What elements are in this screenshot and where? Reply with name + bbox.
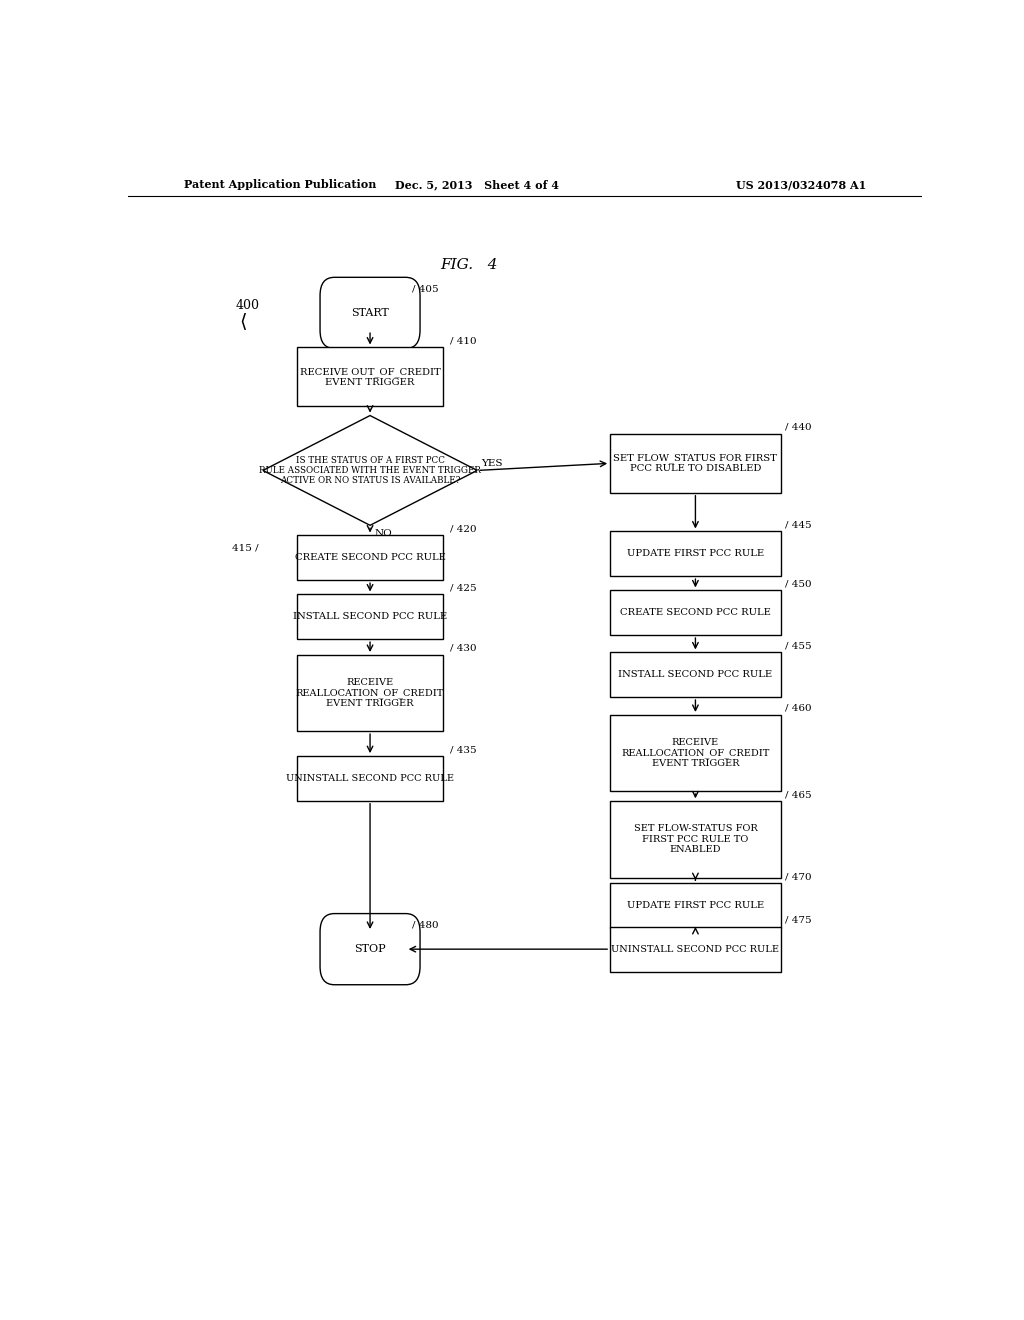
FancyBboxPatch shape (610, 652, 780, 697)
Text: US 2013/0324078 A1: US 2013/0324078 A1 (736, 180, 866, 190)
FancyBboxPatch shape (610, 532, 780, 576)
Text: INSTALL SECOND PCC RULE: INSTALL SECOND PCC RULE (293, 612, 447, 622)
Text: ⟨: ⟨ (240, 312, 247, 330)
Text: / 455: / 455 (784, 642, 811, 651)
Text: / 435: / 435 (450, 744, 476, 754)
FancyBboxPatch shape (297, 655, 443, 731)
Text: UPDATE FIRST PCC RULE: UPDATE FIRST PCC RULE (627, 902, 764, 909)
Text: Patent Application Publication: Patent Application Publication (183, 180, 376, 190)
FancyBboxPatch shape (297, 347, 443, 407)
FancyBboxPatch shape (297, 536, 443, 581)
Text: / 405: / 405 (412, 285, 438, 293)
Text: SET FLOW_STATUS FOR FIRST
PCC RULE TO DISABLED: SET FLOW_STATUS FOR FIRST PCC RULE TO DI… (613, 453, 777, 474)
Text: / 450: / 450 (784, 579, 811, 589)
Text: INSTALL SECOND PCC RULE: INSTALL SECOND PCC RULE (618, 671, 772, 680)
Text: NO: NO (375, 529, 392, 539)
Text: 415 /: 415 / (232, 544, 259, 553)
Text: / 410: / 410 (450, 337, 476, 346)
Text: 400: 400 (236, 300, 259, 313)
Text: RECEIVE
REALLOCATION_OF_CREDIT
EVENT TRIGGER: RECEIVE REALLOCATION_OF_CREDIT EVENT TRI… (622, 738, 770, 768)
Text: / 465: / 465 (784, 791, 811, 799)
Text: RECEIVE
REALLOCATION_OF_CREDIT
EVENT TRIGGER: RECEIVE REALLOCATION_OF_CREDIT EVENT TRI… (296, 677, 444, 709)
Text: SET FLOW-STATUS FOR
FIRST PCC RULE TO
ENABLED: SET FLOW-STATUS FOR FIRST PCC RULE TO EN… (634, 825, 758, 854)
FancyBboxPatch shape (321, 913, 420, 985)
Text: / 480: / 480 (412, 921, 438, 929)
Text: / 425: / 425 (450, 583, 476, 593)
FancyBboxPatch shape (610, 434, 780, 492)
FancyBboxPatch shape (610, 883, 780, 928)
Text: YES: YES (481, 459, 503, 467)
Text: / 460: / 460 (784, 704, 811, 713)
Text: / 440: / 440 (784, 422, 811, 432)
FancyBboxPatch shape (321, 277, 420, 348)
FancyBboxPatch shape (297, 756, 443, 801)
Text: STOP: STOP (354, 944, 386, 954)
Text: / 475: / 475 (784, 916, 811, 925)
FancyBboxPatch shape (610, 801, 780, 878)
Text: UNINSTALL SECOND PCC RULE: UNINSTALL SECOND PCC RULE (611, 945, 779, 953)
Text: / 430: / 430 (450, 644, 476, 653)
Text: CREATE SECOND PCC RULE: CREATE SECOND PCC RULE (295, 553, 445, 562)
FancyBboxPatch shape (610, 927, 780, 972)
Text: IS THE STATUS OF A FIRST PCC
RULE ASSOCIATED WITH THE EVENT TRIGGER
ACTIVE OR NO: IS THE STATUS OF A FIRST PCC RULE ASSOCI… (259, 455, 481, 486)
Text: Dec. 5, 2013   Sheet 4 of 4: Dec. 5, 2013 Sheet 4 of 4 (395, 180, 559, 190)
FancyBboxPatch shape (610, 715, 780, 791)
Text: UNINSTALL SECOND PCC RULE: UNINSTALL SECOND PCC RULE (286, 774, 454, 783)
FancyBboxPatch shape (610, 590, 780, 635)
Polygon shape (263, 416, 477, 525)
Text: / 445: / 445 (784, 520, 811, 529)
Text: / 470: / 470 (784, 873, 811, 880)
Text: UPDATE FIRST PCC RULE: UPDATE FIRST PCC RULE (627, 549, 764, 558)
Text: START: START (351, 308, 389, 318)
Text: FIG.   4: FIG. 4 (440, 259, 498, 272)
Text: RECEIVE OUT_OF_CREDIT
EVENT TRIGGER: RECEIVE OUT_OF_CREDIT EVENT TRIGGER (300, 367, 440, 387)
Text: / 420: / 420 (450, 524, 476, 533)
Text: CREATE SECOND PCC RULE: CREATE SECOND PCC RULE (620, 609, 771, 618)
FancyBboxPatch shape (297, 594, 443, 639)
